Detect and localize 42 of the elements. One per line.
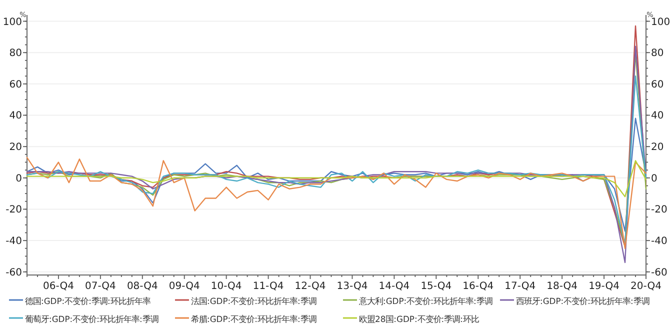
y-tick-label: 100 [2,16,22,28]
x-tick-label: 17-Q4 [504,281,536,292]
y-tick-label: 80 [9,48,22,60]
y2-tick-label: 0 [651,173,658,184]
legend-label: 西班牙:GDP:不变价:环比折年率:季调 [516,296,650,306]
x-tick-label: 11-Q4 [252,281,284,292]
y-tick-label: -60 [6,267,22,278]
y2-tick-label: 80 [651,48,664,60]
y2-tick-label: 20 [651,142,664,154]
x-tick-label: 14-Q4 [378,281,410,292]
y2-tick-label: -60 [651,267,668,278]
x-tick-label: 15-Q4 [420,281,452,292]
y-tick-label: 20 [9,142,22,154]
x-tick-label: 10-Q4 [210,281,242,292]
legend-label: 葡萄牙:GDP:不变价:环比折年率:季调 [25,314,158,324]
x-tick-label: 20-Q4 [630,281,662,292]
y-tick-label: 60 [9,79,22,90]
y2-tick-label: 40 [651,110,664,122]
x-tick-label: 07-Q4 [84,281,116,292]
legend-label: 欧盟28国:GDP:不变价:季调:环比 [359,314,479,324]
y2-tick-label: -40 [651,236,668,248]
y-tick-label: -20 [6,204,22,216]
x-tick-label: 09-Q4 [168,281,200,292]
y2-tick-label: 100 [651,16,670,28]
y-tick-label: 40 [9,110,22,122]
y-tick-label: 0 [16,173,22,184]
x-tick-label: 12-Q4 [294,281,326,292]
x-tick-label: 18-Q4 [546,281,578,292]
x-tick-label: 13-Q4 [336,281,368,292]
y-tick-label: -40 [6,236,22,248]
legend-label: 希腊:GDP:不变价:环比折年率:季调 [191,314,316,324]
y2-tick-label: -20 [651,204,668,216]
x-tick-label: 19-Q4 [588,281,620,292]
legend-label: 意大利:GDP:不变价:环比折年率:季调 [358,296,492,306]
legend-label: 德国:GDP:不变价:季调:环比折年率 [25,296,150,306]
y2-tick-label: 60 [651,79,664,90]
x-tick-label: 08-Q4 [126,281,158,292]
legend-label: 法国:GDP:不变价:环比折年率:季调 [191,296,316,306]
line-series [26,156,647,249]
x-tick-label: 06-Q4 [43,281,74,292]
line-series [26,160,647,198]
x-tick-label: 16-Q4 [462,281,494,292]
